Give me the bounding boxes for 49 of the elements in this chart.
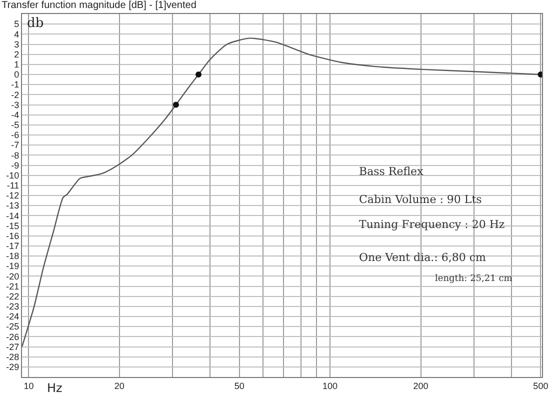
annotation: Tuning Frequency : 20 Hz xyxy=(359,218,505,231)
y-tick-label: -27 xyxy=(6,342,20,352)
x-axis-title: Hz xyxy=(47,381,62,395)
annotation: Bass Reflex xyxy=(359,165,424,178)
y-tick-label: 4 xyxy=(14,29,20,40)
y-axis-title: db xyxy=(27,16,44,31)
y-tick-label: -26 xyxy=(6,332,20,342)
chart-title: Transfer function magnitude [dB] - [1]vented xyxy=(2,0,196,12)
y-tick-label: -11 xyxy=(6,180,20,191)
y-tick-label: -7 xyxy=(11,140,20,150)
y-tick-label: -29 xyxy=(6,362,20,372)
y-tick-label: 3 xyxy=(14,39,20,50)
x-tick-label: 100 xyxy=(322,380,338,391)
y-tick-label: -13 xyxy=(6,200,20,211)
y-tick-label: -10 xyxy=(6,170,20,180)
y-tick-label: -12 xyxy=(6,190,20,201)
y-tick-label: -6 xyxy=(11,130,20,140)
y-tick-label: -18 xyxy=(6,251,20,262)
x-tick-label: 500 xyxy=(533,380,548,391)
x-tick-label: 50 xyxy=(234,380,244,391)
y-tick-label: -14 xyxy=(6,210,20,221)
y-tick-label: -3 xyxy=(11,100,20,110)
y-tick-label: 1 xyxy=(14,60,20,70)
y-tick-label: -25 xyxy=(6,322,20,332)
annotation: length: 25,21 cm xyxy=(435,274,513,284)
y-tick-label: -22 xyxy=(6,291,20,302)
y-tick-label: -9 xyxy=(11,160,20,170)
annotation: Cabin Volume : 90 Lts xyxy=(359,193,482,206)
x-tick-label: 200 xyxy=(413,380,428,391)
y-tick-label: -16 xyxy=(6,230,20,241)
y-tick-label: -19 xyxy=(6,261,20,272)
y-tick-label: 2 xyxy=(14,49,20,60)
annotation: One Vent dia.: 6,80 cm xyxy=(359,251,487,264)
y-tick-label: -4 xyxy=(11,110,20,120)
y-tick-label: -1 xyxy=(11,80,20,90)
y-tick-label: -28 xyxy=(6,352,20,362)
x-tick-label: 20 xyxy=(114,380,124,391)
x-tick-label: 10 xyxy=(24,380,34,391)
y-tick-label: -15 xyxy=(6,220,20,231)
y-tick-label: -21 xyxy=(6,281,20,292)
y-tick-label: -23 xyxy=(6,302,20,312)
y-tick-label: -24 xyxy=(6,312,20,322)
y-tick-label: 5 xyxy=(14,19,20,30)
y-tick-label: -5 xyxy=(11,120,20,130)
y-tick-label: -2 xyxy=(11,90,20,100)
y-tick-label: -17 xyxy=(6,241,20,252)
y-tick-label: -8 xyxy=(11,150,20,160)
y-tick-label: 0 xyxy=(14,70,20,80)
y-tick-label: -20 xyxy=(6,271,20,282)
